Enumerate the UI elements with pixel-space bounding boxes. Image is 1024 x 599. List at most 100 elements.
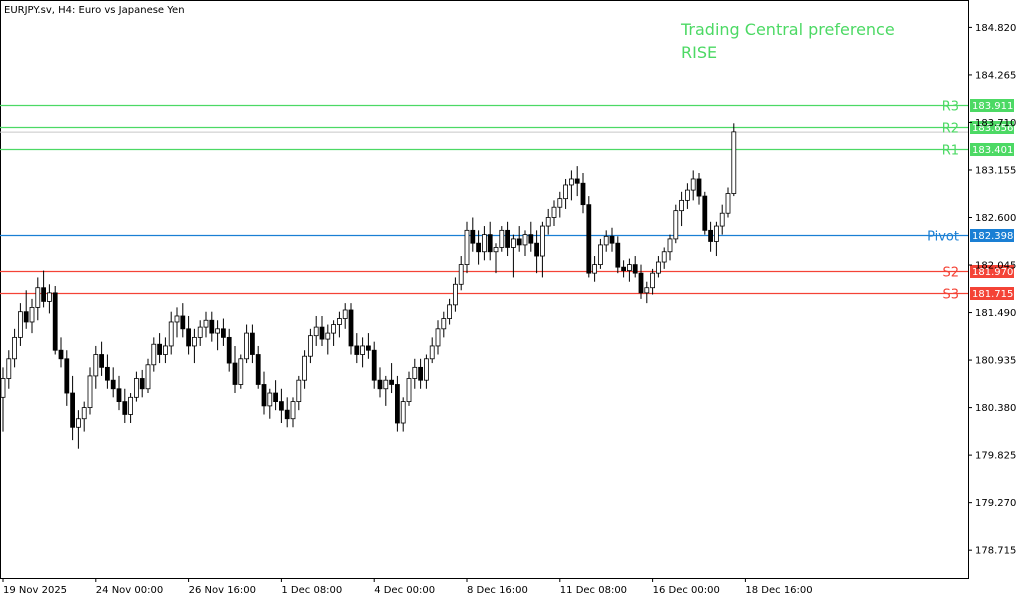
candle-body <box>383 379 389 390</box>
candle-body <box>540 225 545 257</box>
candle-body <box>627 264 632 271</box>
candle-body <box>365 345 371 351</box>
candle-body <box>261 384 267 407</box>
y-tick-label: 179.270 <box>975 498 1016 509</box>
candle-body <box>516 238 522 246</box>
x-tick-label: 8 Dec 16:00 <box>467 585 528 596</box>
y-tick-label: 182.045 <box>975 261 1016 272</box>
level-name-pivot: Pivot <box>927 230 959 245</box>
candle-body <box>719 212 725 227</box>
candle-body <box>267 392 273 407</box>
candle-body <box>534 242 539 257</box>
candle-body <box>209 319 215 334</box>
candle-body <box>12 336 18 360</box>
candle-body <box>650 272 655 289</box>
candle-body <box>470 229 476 244</box>
price-badge-pivot <box>970 229 1014 242</box>
candle-body <box>70 392 75 428</box>
candle-body <box>354 345 360 355</box>
candle-body <box>528 234 534 244</box>
candle-body <box>557 198 563 208</box>
candle-body <box>87 375 93 408</box>
candle-body <box>29 307 35 323</box>
candle-body <box>197 326 203 338</box>
x-tick-label: 1 Dec 08:00 <box>281 585 342 596</box>
candle-body <box>203 319 209 328</box>
candle-body <box>331 324 337 334</box>
candle-body <box>574 178 580 184</box>
candle-body <box>406 378 412 403</box>
price-badge-label-s2: 181.970 <box>972 267 1013 278</box>
candle-body <box>661 251 667 263</box>
candle-body <box>162 345 168 355</box>
candle-body <box>714 225 719 242</box>
x-tick-label: 4 Dec 00:00 <box>374 585 435 596</box>
candle-body <box>186 328 192 347</box>
candle-body <box>226 336 232 364</box>
candle-body <box>690 178 696 191</box>
candle-body <box>679 199 684 212</box>
candle-body <box>476 242 482 253</box>
candle-body <box>685 189 690 201</box>
candle-body <box>238 358 244 385</box>
candle-body <box>696 178 702 197</box>
candle-body <box>702 195 708 231</box>
candle-body <box>122 401 128 415</box>
candle-body <box>336 318 342 325</box>
candle-body <box>278 401 284 411</box>
candle-body <box>621 266 626 271</box>
candle-body <box>302 355 308 381</box>
candle-body <box>412 366 418 379</box>
y-tick-label: 179.825 <box>975 451 1016 462</box>
x-tick-label: 18 Dec 16:00 <box>745 585 812 596</box>
price-badge-label-r3: 183.911 <box>972 101 1013 112</box>
price-badge-label-s3: 181.715 <box>972 289 1013 300</box>
y-tick-label: 184.265 <box>975 70 1016 81</box>
price-badge-r2 <box>970 121 1014 134</box>
x-tick-label: 11 Dec 08:00 <box>560 585 627 596</box>
candle-body <box>632 264 638 274</box>
y-tick-label: 178.715 <box>975 546 1016 557</box>
candle-body <box>133 378 139 398</box>
candle-body <box>17 311 23 338</box>
candle-body <box>215 328 221 334</box>
preference-direction: RISE <box>681 43 717 62</box>
candle-body <box>348 309 354 347</box>
candle-body <box>151 343 157 366</box>
preference-title: Trading Central preference <box>680 20 895 39</box>
price-badge-r3 <box>970 99 1014 112</box>
candle-body <box>487 234 493 253</box>
chart-symbol-label: EURJPY.sv, H4: Euro vs Japanese Yen <box>4 5 185 16</box>
candle-body <box>180 315 186 330</box>
candle-body <box>731 131 737 194</box>
candle-body <box>592 264 597 274</box>
candle-body <box>6 358 12 379</box>
candle-body <box>296 379 302 403</box>
plot-area <box>0 0 969 579</box>
candle-body <box>656 261 661 274</box>
candle-body <box>35 287 41 308</box>
price-badge-label-r2: 183.656 <box>972 123 1013 134</box>
candle-body <box>603 235 609 246</box>
candle-body <box>708 229 713 242</box>
candle-body <box>458 264 464 285</box>
candles <box>0 123 737 449</box>
candle-body <box>580 182 586 206</box>
candle-body <box>505 229 511 248</box>
candle-body <box>394 384 400 424</box>
candle-body <box>145 364 151 390</box>
candle-body <box>638 272 644 294</box>
level-name-r1: R1 <box>942 144 959 159</box>
level-name-s3: S3 <box>942 288 959 303</box>
candle-body <box>93 354 99 377</box>
candle-body <box>52 292 58 351</box>
x-tick-label: 24 Nov 00:00 <box>96 585 163 596</box>
y-tick-label: 182.600 <box>975 213 1016 224</box>
candle-body <box>510 238 516 248</box>
candle-body <box>551 206 557 218</box>
candle-body <box>284 409 290 420</box>
y-tick-label: 181.490 <box>975 308 1016 319</box>
candle-body <box>76 418 81 428</box>
candle-body <box>464 229 470 265</box>
